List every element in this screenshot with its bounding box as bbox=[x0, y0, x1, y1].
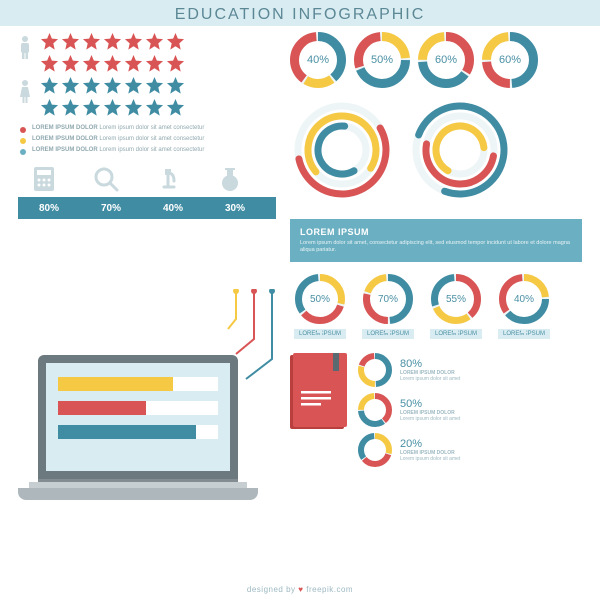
star-rating-section bbox=[18, 32, 276, 117]
pct-cell: 40% bbox=[142, 197, 204, 219]
star-icon bbox=[166, 76, 185, 95]
mini-stat: 20%LOREM IPSUM DOLORLorem ipsum dolor si… bbox=[358, 433, 582, 467]
pct-cell: 30% bbox=[204, 197, 266, 219]
star-icon bbox=[40, 76, 59, 95]
star-icon bbox=[82, 32, 101, 51]
labeled-donuts: 50% LOREM IPSUM 70% LOREM IPSUM 55% LORE… bbox=[290, 274, 582, 339]
laptop-section bbox=[18, 349, 276, 500]
person-female-icon bbox=[18, 80, 32, 104]
page-title: EDUCATION INFOGRAPHIC bbox=[0, 6, 600, 24]
footer: designed by ♥ freepik.com bbox=[0, 578, 600, 600]
magnifier-icon bbox=[84, 165, 128, 193]
pct-cell: 70% bbox=[80, 197, 142, 219]
donut-chart: 50% bbox=[354, 32, 410, 88]
labeled-donut: 70% LOREM IPSUM bbox=[358, 274, 418, 339]
ring-charts bbox=[290, 98, 582, 207]
star-icon bbox=[82, 98, 101, 117]
bar-track bbox=[58, 401, 218, 415]
mini-stats: 80%LOREM IPSUM DOLORLorem ipsum dolor si… bbox=[358, 353, 582, 500]
star-icon bbox=[82, 76, 101, 95]
star-icon bbox=[82, 54, 101, 73]
star-icon bbox=[124, 76, 143, 95]
star-icon bbox=[145, 98, 164, 117]
top-donuts: 40%50%60%60% bbox=[290, 32, 582, 88]
pct-cell: 80% bbox=[18, 197, 80, 219]
star-icon bbox=[40, 54, 59, 73]
star-icon bbox=[124, 98, 143, 117]
star-icon bbox=[166, 98, 185, 117]
star-icon bbox=[103, 54, 122, 73]
percentage-bar: 80%70%40%30% bbox=[18, 197, 276, 219]
star-icon bbox=[61, 76, 80, 95]
legend-item: LOREM IPSUM DOLOR Lorem ipsum dolor sit … bbox=[20, 125, 276, 133]
mini-stat: 80%LOREM IPSUM DOLORLorem ipsum dolor si… bbox=[358, 353, 582, 387]
donut-chart: 40% bbox=[290, 32, 346, 88]
star-icon bbox=[166, 32, 185, 51]
book-icon bbox=[290, 353, 348, 500]
ring-chart bbox=[408, 98, 512, 207]
microscope-icon bbox=[146, 165, 190, 193]
star-icon bbox=[145, 54, 164, 73]
info-box: LOREM IPSUM Lorem ipsum dolor sit amet, … bbox=[290, 219, 582, 262]
bar-track bbox=[58, 425, 218, 439]
star-icon bbox=[145, 76, 164, 95]
star-icon bbox=[103, 76, 122, 95]
person-male-icon bbox=[18, 36, 32, 60]
ring-chart bbox=[290, 98, 394, 207]
mini-stat: 50%LOREM IPSUM DOLORLorem ipsum dolor si… bbox=[358, 393, 582, 427]
laptop-icon bbox=[18, 355, 258, 500]
star-icon bbox=[124, 54, 143, 73]
info-box-desc: Lorem ipsum dolor sit amet, consectetur … bbox=[300, 240, 572, 254]
flask-icon bbox=[208, 165, 252, 193]
tools-row bbox=[22, 165, 276, 193]
bar-track bbox=[58, 377, 218, 391]
info-box-title: LOREM IPSUM bbox=[300, 227, 572, 237]
star-icon bbox=[40, 32, 59, 51]
star-icon bbox=[166, 54, 185, 73]
legend-item: LOREM IPSUM DOLOR Lorem ipsum dolor sit … bbox=[20, 136, 276, 144]
star-icon bbox=[103, 32, 122, 51]
donut-chart: 60% bbox=[482, 32, 538, 88]
star-row bbox=[40, 98, 185, 117]
star-icon bbox=[61, 98, 80, 117]
legend-item: LOREM IPSUM DOLOR Lorem ipsum dolor sit … bbox=[20, 147, 276, 155]
star-icon bbox=[103, 98, 122, 117]
star-icon bbox=[40, 98, 59, 117]
legend: LOREM IPSUM DOLOR Lorem ipsum dolor sit … bbox=[20, 125, 276, 155]
star-icon bbox=[61, 32, 80, 51]
labeled-donut: 50% LOREM IPSUM bbox=[290, 274, 350, 339]
star-row bbox=[40, 76, 185, 95]
header-bar: EDUCATION INFOGRAPHIC bbox=[0, 0, 600, 26]
star-icon bbox=[61, 54, 80, 73]
donut-chart: 60% bbox=[418, 32, 474, 88]
star-icon bbox=[145, 32, 164, 51]
star-row bbox=[40, 32, 185, 51]
star-row bbox=[40, 54, 185, 73]
calculator-icon bbox=[22, 165, 66, 193]
labeled-donut: 40% LOREM IPSUM bbox=[494, 274, 554, 339]
labeled-donut: 55% LOREM IPSUM bbox=[426, 274, 486, 339]
star-icon bbox=[124, 32, 143, 51]
